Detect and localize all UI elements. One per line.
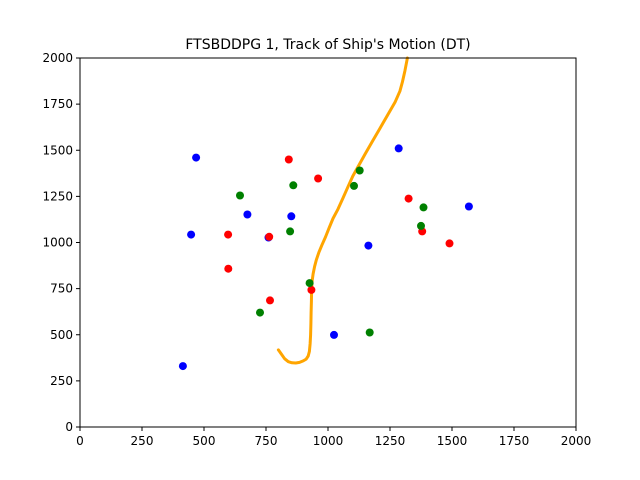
- scatter-point: [284, 155, 293, 164]
- scatter-point: [187, 230, 196, 239]
- scatter-point: [417, 221, 425, 230]
- y-tick-label: 750: [50, 282, 73, 296]
- scatter-point: [265, 232, 274, 241]
- scatter-point: [350, 181, 358, 190]
- plot-area: [178, 56, 473, 371]
- scatter-point: [307, 285, 316, 294]
- y-tick-label: 250: [50, 374, 73, 388]
- scatter-point: [404, 194, 413, 203]
- x-tick-label: 1500: [437, 434, 468, 448]
- y-tick-label: 1750: [42, 97, 73, 111]
- chart-title: FTSBDDPG 1, Track of Ship's Motion (DT): [185, 37, 470, 53]
- scatter-point: [445, 239, 454, 248]
- y-tick-label: 0: [65, 420, 73, 434]
- scatter-point: [330, 330, 338, 339]
- x-tick-label: 2000: [561, 434, 592, 448]
- scatter-point: [365, 328, 374, 337]
- scatter-point: [305, 279, 314, 288]
- scatter-point: [286, 227, 295, 236]
- scatter-point: [394, 144, 403, 153]
- scatter-point: [266, 296, 274, 305]
- y-tick-label: 500: [50, 328, 73, 342]
- y-tick-label: 1000: [42, 236, 73, 250]
- scatter-point: [314, 174, 323, 183]
- ship-track-line: [276, 56, 409, 365]
- scatter-point: [243, 210, 252, 219]
- x-tick-label: 1750: [499, 434, 530, 448]
- x-tick-label: 0: [76, 434, 84, 448]
- x-tick-label: 250: [131, 434, 154, 448]
- y-axis: 0 250 500 750 1000 1250 1500 1750 2000: [42, 51, 80, 434]
- scatter-point: [355, 166, 364, 175]
- x-tick-label: 500: [193, 434, 216, 448]
- scatter-point: [178, 362, 187, 371]
- scatter-point: [364, 241, 373, 250]
- y-tick-label: 2000: [42, 51, 73, 65]
- y-tick-label: 1250: [42, 189, 73, 203]
- scatter-point: [464, 202, 473, 211]
- scatter-point: [236, 191, 244, 200]
- x-tick-label: 1250: [375, 434, 406, 448]
- x-tick-label: 750: [255, 434, 278, 448]
- scatter-point: [289, 181, 298, 190]
- y-tick-label: 1500: [42, 143, 73, 157]
- scatter-point: [287, 212, 296, 221]
- x-axis: 0 250 500 750 1000 1250 1500 1750 2000: [76, 427, 591, 448]
- scatter-point: [224, 230, 233, 239]
- scatter-point: [192, 153, 201, 162]
- scatter-point: [419, 203, 428, 212]
- scatter-point: [256, 308, 264, 317]
- scatter-point: [224, 264, 233, 273]
- x-tick-label: 1000: [313, 434, 344, 448]
